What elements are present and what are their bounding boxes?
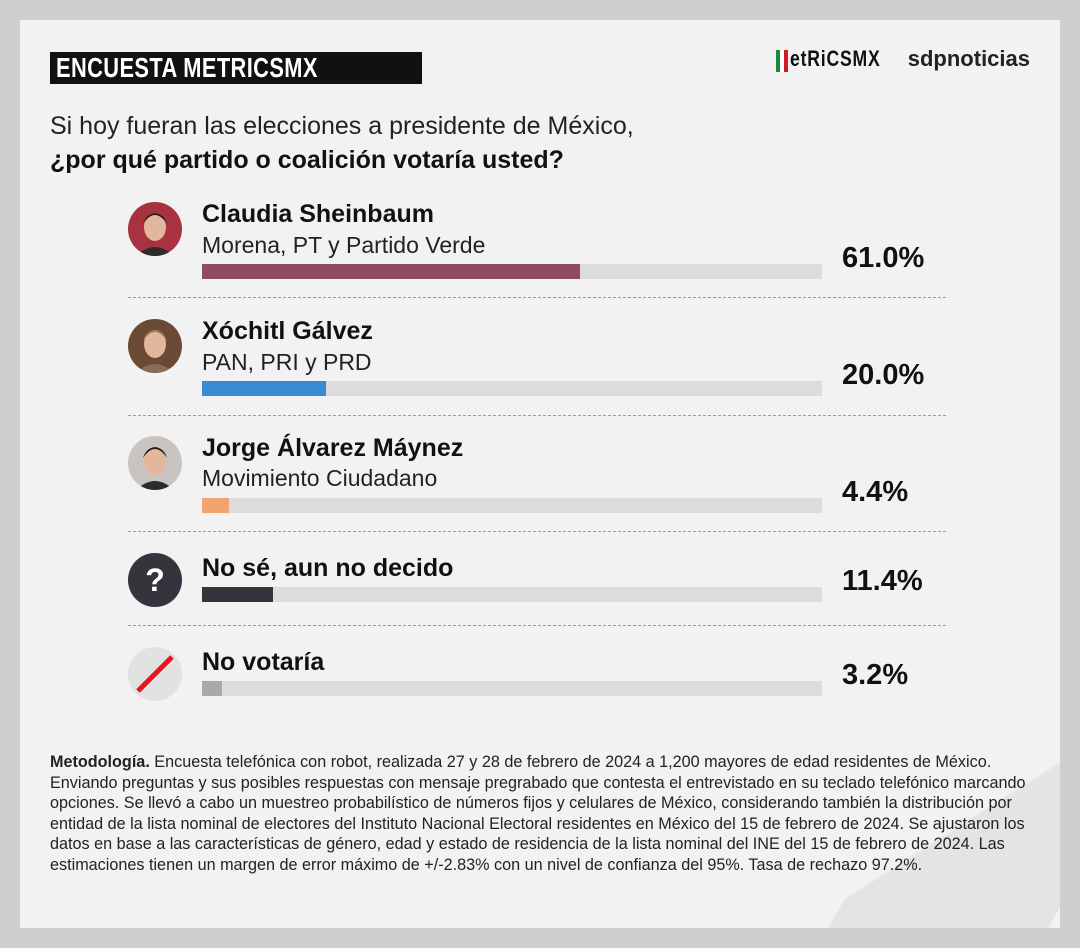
bar	[202, 264, 581, 279]
candidate-photo	[128, 319, 182, 373]
methodology-label: Metodología.	[50, 753, 150, 771]
row-divider	[128, 415, 946, 416]
sdpnoticias-logo: sdpnoticias	[907, 46, 1030, 71]
row-divider	[128, 297, 946, 298]
title-badge-text: ENCUESTA METRICSMX	[56, 52, 318, 83]
bar	[202, 381, 326, 396]
value-label: 11.4%	[842, 565, 923, 597]
candidate-photo	[128, 202, 182, 256]
row-divider	[128, 531, 946, 532]
bar-track	[202, 587, 822, 602]
option-name: Claudia Sheinbaum	[202, 200, 434, 228]
title-badge: ENCUESTA METRICSMX	[50, 52, 422, 84]
bar-track	[202, 381, 822, 396]
value-label: 20.0%	[842, 359, 925, 391]
value-label: 3.2%	[842, 659, 909, 691]
option-party: PAN, PRI y PRD	[202, 349, 372, 375]
option-name: No sé, aun no decido	[202, 554, 454, 582]
option-name: Xóchitl Gálvez	[202, 317, 373, 345]
option-party: Morena, PT y Partido Verde	[202, 232, 486, 258]
option-name: No votaría	[202, 648, 325, 676]
question-icon: ?	[128, 553, 182, 607]
value-label: 61.0%	[842, 242, 925, 274]
bar-track	[202, 681, 822, 696]
logos: etRiCSMX sdpnoticias	[775, 46, 1030, 72]
bar	[202, 587, 273, 602]
methodology-text: Encuesta telefónica con robot, realizada…	[50, 753, 1026, 874]
metricsmx-logo: etRiCSMX	[775, 46, 890, 72]
metricsmx-logo-text: etRiCSMX	[789, 46, 881, 71]
option-party: Movimiento Ciudadano	[202, 465, 438, 491]
bar	[202, 681, 222, 696]
methodology: Metodología. Encuesta telefónica con rob…	[50, 752, 1035, 875]
value-label: 4.4%	[842, 476, 909, 508]
option-name: Jorge Álvarez Máynez	[202, 434, 464, 462]
bar-track	[202, 264, 822, 279]
question-line-2: ¿por qué partido o coalición votaría ust…	[50, 146, 564, 174]
bar	[202, 498, 230, 513]
infographic-card: ENCUESTA METRICSMX etRiCSMX sdpnoticias …	[20, 20, 1060, 928]
bar-track	[202, 498, 822, 513]
question-line-1: Si hoy fueran las elecciones a president…	[50, 112, 634, 140]
mexico-flag-icon	[775, 50, 788, 72]
candidate-photo	[128, 436, 182, 490]
no-vote-icon	[128, 647, 182, 701]
row-divider	[128, 625, 946, 626]
